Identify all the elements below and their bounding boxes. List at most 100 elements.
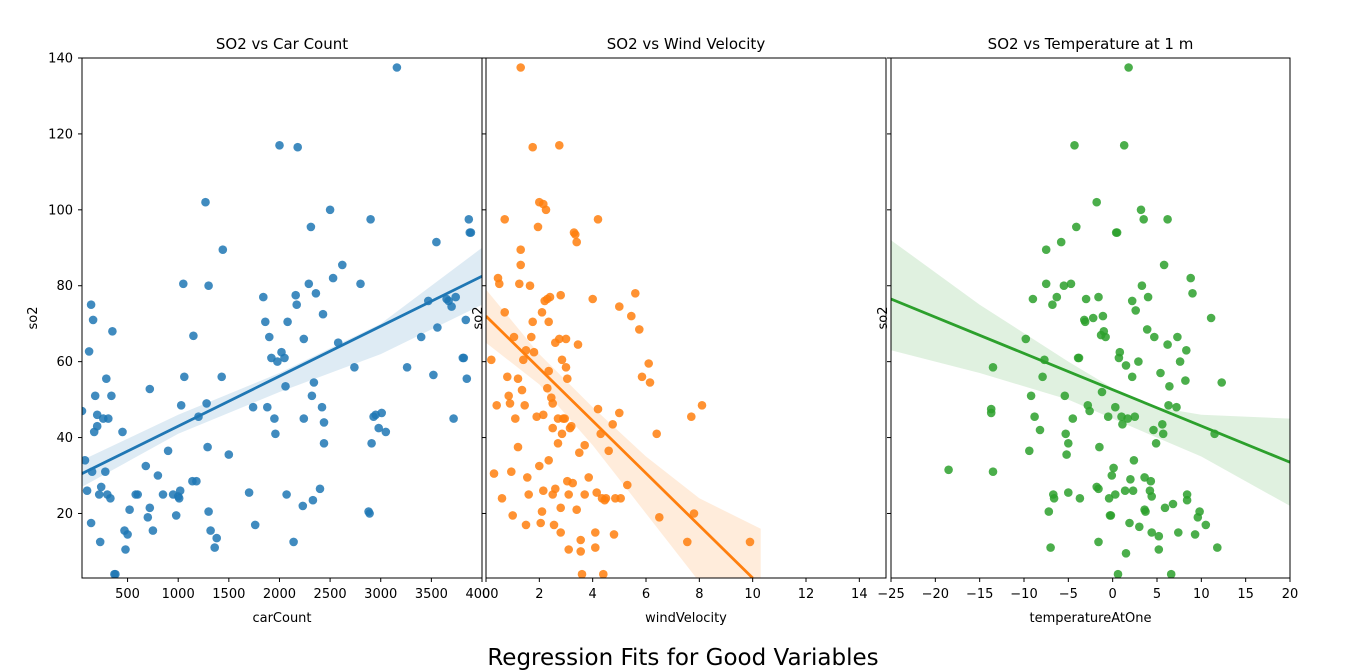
x-tick-label: 1500	[212, 587, 245, 602]
data-point	[544, 456, 553, 465]
x-tick-label: 4	[589, 587, 597, 602]
x-tick-label: −10	[1010, 587, 1037, 602]
x-tick-label: 0	[1109, 587, 1117, 602]
data-point	[1109, 463, 1118, 473]
data-point	[1025, 446, 1034, 456]
data-point	[509, 332, 519, 342]
data-point	[1113, 569, 1123, 578]
data-point	[365, 509, 374, 518]
x-tick-label: 2500	[314, 587, 347, 602]
y-axis-title: so2	[26, 307, 41, 330]
data-point	[1147, 492, 1156, 501]
data-point	[82, 406, 87, 416]
axes-frame	[485, 57, 887, 579]
data-point	[572, 237, 581, 247]
data-point	[1070, 141, 1079, 150]
data-point	[210, 543, 219, 552]
data-point	[1168, 499, 1178, 509]
data-point	[689, 509, 699, 518]
data-point	[536, 518, 545, 528]
data-point	[580, 440, 589, 450]
data-point	[504, 391, 513, 401]
data-point	[545, 292, 555, 302]
data-point	[1190, 530, 1200, 539]
data-point	[189, 331, 198, 341]
data-point	[1097, 387, 1107, 397]
data-point	[92, 421, 102, 431]
data-point	[503, 372, 512, 382]
data-point	[381, 427, 391, 437]
data-point	[591, 528, 600, 537]
data-point	[556, 528, 565, 537]
data-point	[492, 401, 502, 410]
data-point	[315, 484, 325, 494]
data-point	[556, 503, 565, 513]
data-point	[1044, 507, 1054, 516]
x-tick-label: 3000	[364, 587, 397, 602]
data-point	[201, 197, 210, 207]
data-point	[1041, 245, 1051, 254]
data-point	[516, 260, 525, 270]
data-point	[433, 323, 442, 332]
data-point	[1201, 520, 1211, 530]
data-point	[292, 300, 302, 310]
x-tick-label: 8	[695, 587, 703, 602]
y-axis-title: so2	[471, 307, 486, 330]
data-point	[459, 353, 469, 363]
data-point	[1098, 311, 1108, 321]
data-point	[1181, 376, 1190, 385]
data-point	[1121, 549, 1131, 558]
data-point	[192, 476, 201, 486]
data-point	[644, 359, 653, 368]
data-point	[1088, 313, 1098, 323]
data-point	[1151, 439, 1161, 448]
data-point	[1111, 402, 1120, 412]
data-point	[1186, 273, 1195, 283]
data-point	[212, 533, 221, 543]
data-point	[535, 461, 544, 471]
data-point	[125, 505, 134, 514]
data-point	[631, 289, 640, 298]
data-point	[548, 399, 557, 408]
data-point	[580, 490, 589, 499]
data-point	[697, 401, 707, 410]
data-point	[1064, 488, 1073, 497]
data-point	[1059, 281, 1069, 291]
data-point	[1048, 300, 1057, 310]
data-point	[539, 410, 548, 420]
x-tick-label: −5	[1059, 587, 1078, 602]
data-point	[745, 537, 755, 547]
x-axis-title: temperatureAtOne	[1030, 611, 1152, 626]
regression-line	[891, 297, 1290, 464]
regression-line	[82, 274, 482, 475]
data-point	[206, 526, 215, 535]
data-point	[1085, 406, 1094, 416]
data-point	[291, 290, 301, 300]
x-tick-label: 2	[535, 587, 543, 602]
panel-so2-vs-wind-velocity: 0 2 4 6 8 10 12 14 SO2 vs Wind Velocity windVeloc…	[471, 35, 887, 626]
data-point	[1166, 569, 1176, 578]
data-point	[451, 292, 461, 302]
data-point	[519, 355, 528, 365]
data-point	[548, 423, 557, 433]
data-point	[683, 537, 692, 547]
data-point	[179, 279, 188, 289]
data-point	[591, 543, 600, 552]
data-point	[573, 340, 583, 349]
x-tick-label: −20	[922, 587, 949, 602]
data-point	[270, 414, 279, 423]
data-point	[1094, 537, 1103, 547]
data-point	[1107, 471, 1117, 480]
data-point	[356, 279, 365, 289]
data-point	[553, 439, 563, 448]
regression-line	[486, 315, 754, 578]
data-point	[1172, 402, 1181, 412]
data-point	[204, 507, 213, 516]
data-point	[635, 325, 644, 334]
confidence-band	[891, 240, 1290, 506]
data-point	[537, 507, 547, 516]
data-point	[551, 484, 560, 494]
data-point	[1217, 378, 1226, 387]
y-tick-label: 120	[48, 127, 73, 142]
data-point	[1101, 332, 1110, 342]
